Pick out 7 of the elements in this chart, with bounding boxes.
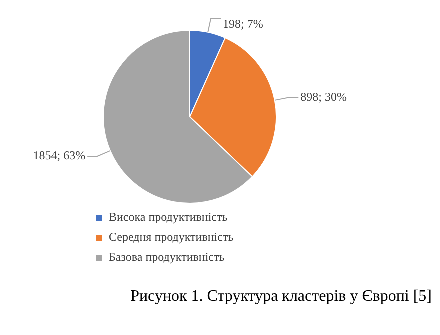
data-label: 198; 7% (223, 16, 264, 31)
text: Рисунок 1. Структура кластерів у Європі [5] (130, 288, 432, 306)
legend-label: Висока продуктивність (109, 210, 228, 224)
data-label: 1854; 63% (33, 148, 86, 163)
data-label: 898; 30% (300, 90, 347, 104)
legend-label: Базова продуктивність (109, 250, 226, 264)
legend-label: Середня продуктивність (109, 230, 234, 244)
